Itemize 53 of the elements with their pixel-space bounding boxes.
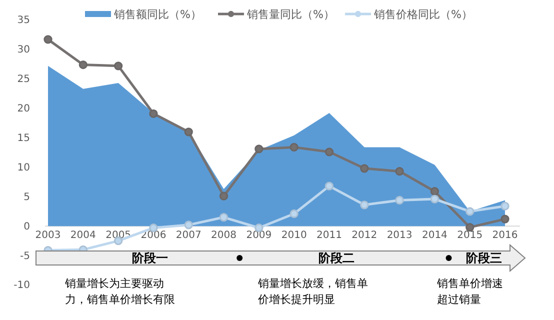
y-tick-label: 10 [17,162,30,174]
x-tick-label: 2012 [352,230,378,242]
x-tick-label: 2011 [316,230,342,242]
y-tick-label: 35 [17,15,30,26]
point [184,128,193,136]
y-tick-label: -5 [20,250,30,262]
point [500,202,510,210]
point [78,60,88,70]
x-tick-label: 2004 [70,230,96,242]
y-tick-label: 25 [17,74,30,86]
point [184,220,193,230]
y-tick-label: 15 [17,132,30,144]
annotation: 阶段三 [466,251,502,265]
point [430,194,440,204]
x-tick-label: 2008 [211,230,236,242]
y-tick-label: 5 [24,192,30,203]
y-tick-label: 30 [17,44,30,56]
legend-label: 销售价格同比（%） [373,8,472,21]
point [219,192,228,200]
annotation: 阶段一 [132,251,168,265]
annotation: 销量增长为主要驱动力，销售单价增长有限 [64,277,175,306]
point [395,196,404,205]
point [500,214,510,224]
x-tick-label: 2013 [386,230,412,242]
x-tick-label: 2010 [281,230,307,242]
y-tick-label: 0 [24,221,30,232]
point [290,142,298,152]
x-tick-label: 2003 [35,230,61,242]
point [395,167,404,176]
x-tick-label: 2016 [492,230,518,242]
point [466,207,474,216]
x-tick-label: 2009 [246,230,272,242]
annotation: 销售单价增速超过销量 [436,277,503,306]
point [149,109,158,118]
x-tick-label: 2014 [422,230,448,242]
point [290,209,298,218]
annotation: 阶段二 [318,251,354,265]
legend-label: 销售量同比（%） [246,8,334,21]
annotation: 销量增长放缓，销售单价增长提升明显 [257,277,368,306]
point [324,182,334,190]
point [114,62,123,70]
x-tick-label: 2007 [176,230,202,242]
y-tick-label: 20 [17,104,30,115]
point [254,144,264,154]
point [430,187,440,196]
y-tick-label: -10 [14,280,30,292]
point [324,148,334,156]
point [44,35,52,44]
point [360,164,369,173]
point [219,212,228,222]
legend-label: 销售额同比（%） [113,8,202,21]
point [360,200,369,210]
x-tick-label: 2015 [457,230,483,242]
